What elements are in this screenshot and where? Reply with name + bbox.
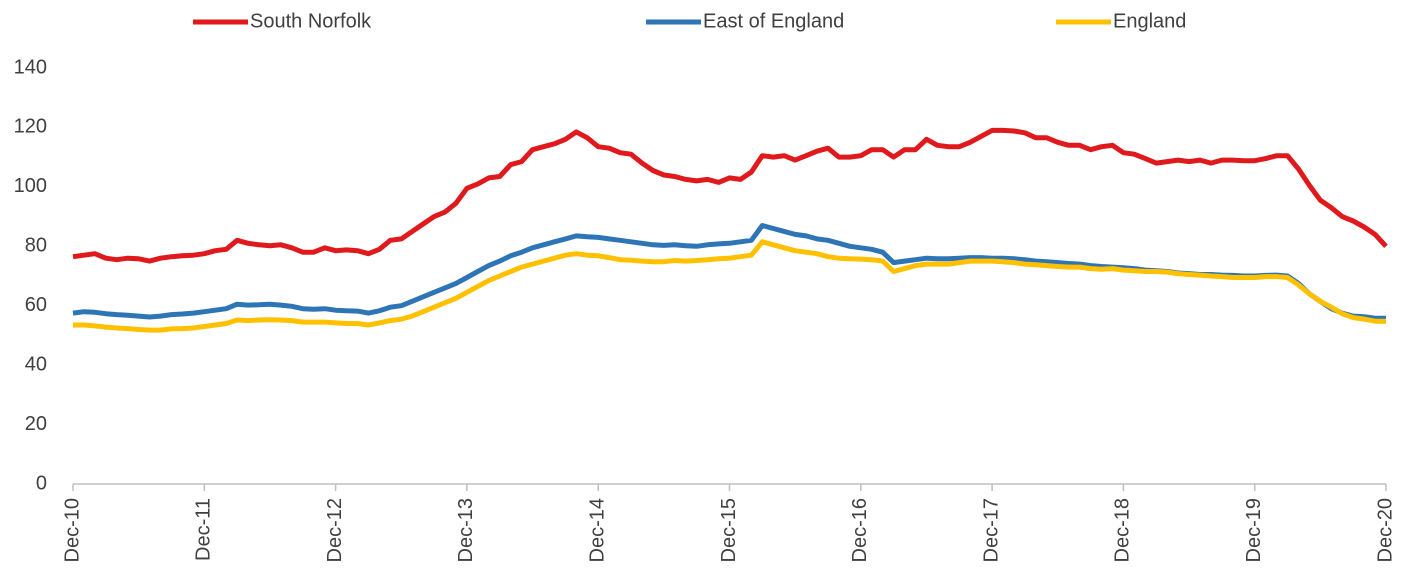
x-tick-label: Dec-12 (324, 498, 346, 562)
x-tick-label: Dec-10 (61, 498, 83, 562)
series-line (73, 239, 1386, 333)
x-tick-label: Dec-15 (718, 498, 740, 562)
x-tick-label: Dec-18 (1112, 498, 1134, 562)
y-tick-label: 120 (14, 116, 47, 138)
series-line (72, 127, 1388, 264)
y-tick-label: 40 (25, 353, 47, 375)
x-tick-label: Dec-19 (1243, 498, 1265, 562)
legend-label: South Norfolk (250, 10, 372, 32)
x-tick-label: Dec-20 (1374, 498, 1396, 562)
y-tick-label: 140 (14, 56, 47, 78)
y-tick-label: 60 (25, 294, 47, 316)
x-tick-label: Dec-14 (586, 498, 608, 562)
x-tick-label: Dec-13 (455, 498, 477, 562)
x-tick-label: Dec-11 (193, 498, 215, 561)
y-tick-label: 0 (36, 472, 47, 494)
x-tick-label: Dec-16 (849, 498, 871, 562)
y-tick-label: 80 (25, 235, 47, 257)
x-tick-label: Dec-17 (980, 498, 1002, 562)
series-line (72, 223, 1386, 321)
y-tick-label: 20 (25, 413, 47, 435)
y-tick-label: 100 (14, 175, 47, 197)
legend-label: East of England (703, 10, 844, 32)
legend-label: England (1113, 10, 1186, 32)
